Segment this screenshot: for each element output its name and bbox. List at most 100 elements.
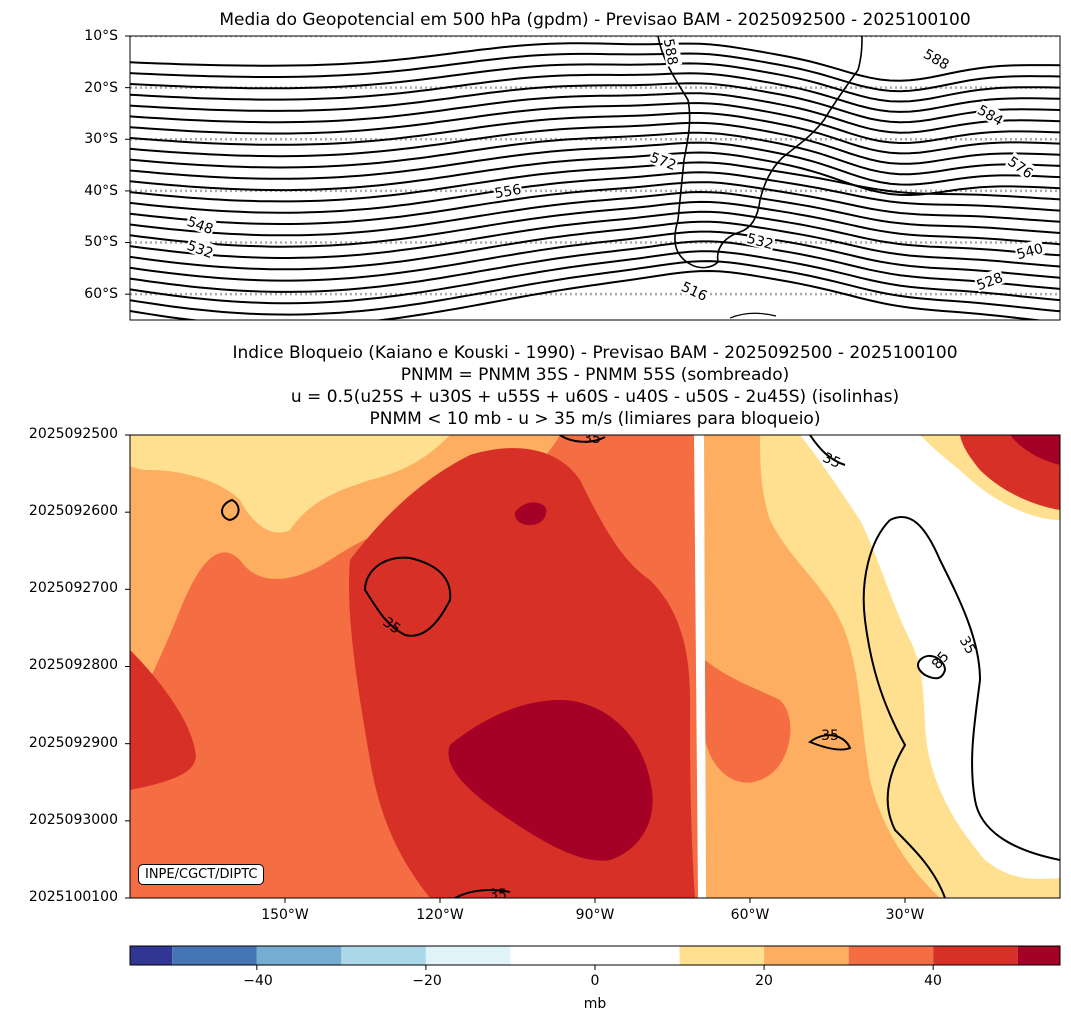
top-label-bg-9 [1013,238,1046,262]
geopotential-contour-1 [130,52,1060,93]
contour-line-7 [916,654,947,680]
contour-line-6 [862,519,946,898]
top-label-bg-2 [1005,151,1038,181]
colorbar [130,946,1060,965]
top-contour-label-5: 548 [185,214,216,238]
bottom-y-tick-1: 2025092600 [28,503,118,519]
contour-line-5 [889,515,1060,861]
shading-orange-mid-east [705,660,791,783]
geopotential-contour-19 [130,230,1060,282]
geopotential-contour-8 [130,121,1060,165]
top-label-bg-5 [184,211,217,237]
contour-line-4 [809,435,846,466]
top-label-bg-4 [492,179,523,201]
colorbar-tick-minus40: −40 [243,973,273,989]
bottom-y-tick-marks [125,434,130,899]
colorbar-segment-4 [425,946,511,965]
colorbar-segment-7 [764,946,849,965]
bottom-y-tick-0: 2025092500 [28,426,118,442]
x-tick-120w: 120°W [416,907,464,923]
shading-white-gap [694,435,706,898]
colorbar-segment-8 [848,946,934,965]
bottom-chart-title-line-2: PNMM = PNMM 35S - PNMM 55S (sombreado) [400,365,790,385]
geopotential-contour-10 [130,141,1060,186]
africa-hint [729,312,777,319]
top-label-bg-0 [920,44,954,73]
geopotential-contours [130,42,1060,320]
top-label-bg-7 [744,228,777,252]
geopotential-contour-17 [130,210,1060,259]
bottom-contour-label-2: 35 [820,450,843,472]
bottom-contour-label-4: 35 [821,728,839,744]
shading-darkred-northeast [1010,435,1060,465]
top-y-tick-10s: 10°S [84,28,118,44]
top-y-tick-50s: 50°S [84,234,118,250]
bottom-y-tick-4: 2025092900 [28,735,118,751]
top-y-tick-20s: 20°S [84,80,118,96]
geopotential-contour-13 [130,171,1060,214]
x-tick-marks [284,898,906,903]
geopotential-contour-21 [130,250,1060,305]
contour-line-9 [454,889,511,898]
contour-line-2 [363,556,452,637]
shading-white-east [800,435,1060,879]
colorbar-segment-5 [510,946,680,965]
bottom-y-tick-5: 2025093000 [28,812,118,828]
bottom-chart-title-line-4: PNMM < 10 mb - u > 35 m/s (limiares para… [369,409,821,429]
colorbar-segment-6 [679,946,765,965]
bottom-contour-label-5: 35 [489,887,507,903]
top-contour-label-1: 584 [974,102,1005,129]
geopotential-contour-6 [130,102,1060,145]
top-y-tick-40s: 40°S [84,183,118,199]
top-y-tick-marks [125,35,130,295]
shading-darkred-spot [514,502,547,526]
top-label-bg-6 [184,235,217,261]
top-contour-label-0: 588 [920,46,951,73]
geopotential-contour-18 [130,220,1060,271]
colorbar-tick-marks [256,965,934,970]
top-chart-title: Media do Geopotencial em 500 hPa (gpdm) … [219,10,971,30]
geopotential-contour-22 [130,260,1060,316]
top-label-bg-11 [661,36,683,67]
geopotential-contour-11 [130,151,1060,197]
colorbar-segment-0 [130,946,173,965]
colorbar-label: mb [583,996,607,1012]
contour-line-1 [221,498,240,522]
bottom-contour-label-1: 35 [583,431,601,447]
shading-darkred-center [448,700,653,861]
colorbar-segment-9 [933,946,1018,965]
top-contour-label-10: 528 [975,270,1006,294]
bottom-chart-title-line-1: Indice Bloqueio (Kaiano e Kouski - 1990)… [232,343,958,363]
top-contour-label-2: 576 [1004,154,1035,182]
colorbar-tick-minus20: −20 [412,973,442,989]
top-label-bg-1 [974,100,1008,129]
shading-pale-yellow-northwest [130,435,450,533]
bottom-contour-label-3: 35 [956,634,979,657]
geopotential-contour-20 [130,240,1060,293]
colorbar-segment-3 [341,946,426,965]
colorbar-tick-40: 40 [924,973,942,989]
geopotential-contour-2 [130,62,1060,103]
geopotential-contour-0 [130,42,1060,82]
bottom-y-tick-6: 2025100100 [28,889,118,905]
geopotential-contour-7 [130,112,1060,155]
top-contour-label-4: 556 [493,182,522,202]
shading-red-west [130,650,196,790]
geopotential-contour-23 [130,269,1046,320]
colorbar-tick-0: 0 [590,973,600,989]
top-contour-label-7: 532 [745,231,775,253]
top-y-tick-30s: 30°S [84,131,118,147]
top-contour-label-11: 588 [660,37,680,66]
colorbar-tick-20: 20 [755,973,773,989]
geopotential-contour-9 [130,131,1060,176]
x-tick-60w: 60°W [730,907,770,923]
bottom-y-tick-3: 2025092800 [28,657,118,673]
geopotential-contour-16 [130,200,1060,248]
x-tick-150w: 150°W [261,907,309,923]
colorbar-segment-10 [1017,946,1060,965]
credit-badge: INPE/CGCT/DIPTC [138,864,265,885]
geopotential-contour-5 [130,92,1060,134]
